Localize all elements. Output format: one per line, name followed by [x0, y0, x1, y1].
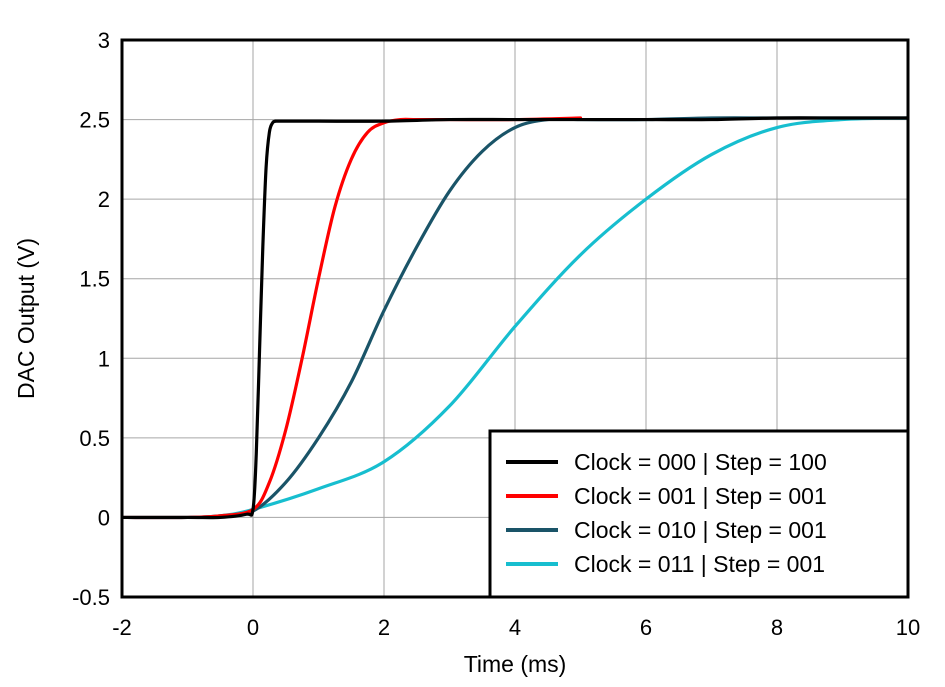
- y-tick-label: 0.5: [79, 426, 110, 451]
- tick-labels: -2 0 2 4 6 8 10 -0.5 0 0.5 1 1.5 2 2.5 3: [72, 28, 920, 640]
- x-tick-label: 0: [247, 615, 259, 640]
- y-tick-label: 1.5: [79, 267, 110, 292]
- legend-label: Clock = 010 | Step = 001: [574, 517, 827, 543]
- y-tick-label: 1: [98, 346, 110, 371]
- x-axis-title: Time (ms): [464, 651, 567, 677]
- series-group: [122, 116, 908, 520]
- legend-box: [488, 429, 910, 599]
- legend-label: Clock = 000 | Step = 100: [574, 449, 827, 475]
- x-tick-label: 4: [509, 615, 521, 640]
- y-tick-label: 2.5: [79, 108, 110, 133]
- y-tick-label: 2: [98, 187, 110, 212]
- y-axis-title: DAC Output (V): [13, 238, 39, 399]
- legend: Clock = 000 | Step = 100 Clock = 001 | St…: [488, 429, 910, 599]
- legend-label: Clock = 011 | Step = 001: [574, 551, 825, 577]
- x-tick-label: -2: [112, 615, 132, 640]
- x-tick-label: 2: [378, 615, 390, 640]
- y-tick-label: 0: [98, 505, 110, 530]
- legend-label: Clock = 001 | Step = 001: [574, 483, 827, 509]
- x-tick-label: 10: [896, 615, 920, 640]
- x-tick-label: 8: [771, 615, 783, 640]
- y-tick-label: -0.5: [72, 585, 110, 610]
- y-tick-label: 3: [98, 28, 110, 53]
- x-tick-label: 6: [640, 615, 652, 640]
- series-line: [122, 116, 908, 520]
